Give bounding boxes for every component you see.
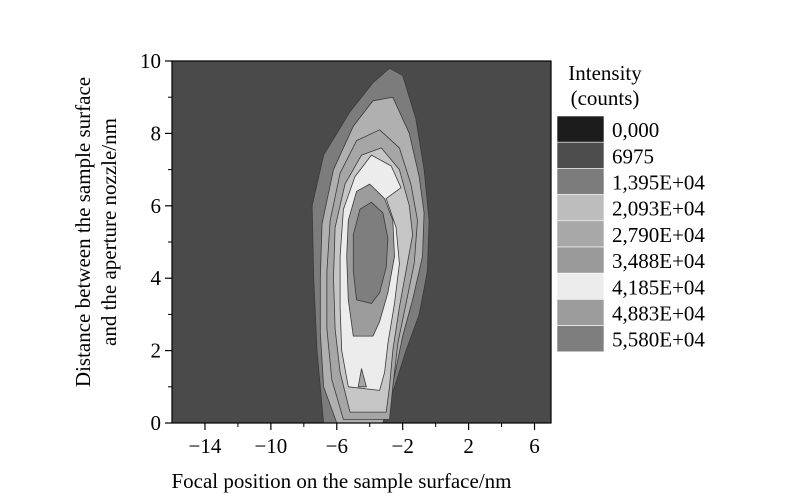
legend-swatch-2 [556,168,605,195]
legend-swatch-0 [556,115,605,143]
legend-label-6: 4,185E+04 [612,275,705,299]
legend-label-5: 3,488E+04 [612,249,705,273]
legend-swatch-1 [556,141,605,169]
y-tick-label-4: 8 [151,121,162,145]
x-tick-label-2: −6 [326,434,348,458]
legend-swatch-3 [556,194,605,222]
contour-region-7 [352,201,389,304]
x-tick-label-0: −14 [189,434,222,458]
legend-label-0: 0,000 [612,118,659,142]
contour-group [311,67,430,423]
y-tick-label-0: 0 [151,411,162,435]
x-tick-label-1: −10 [254,434,287,458]
legend-swatch-7 [556,299,605,326]
legend-label-7: 4,883E+04 [612,302,705,326]
plot-area [172,61,551,423]
axes: −14 −10 −6 −2 2 6 0 2 4 6 8 10 Focal position on the… [71,49,552,493]
legend-swatch-4 [556,220,605,248]
legend-label-8: 5,580E+04 [612,328,705,352]
y-tick-label-2: 4 [151,266,162,290]
y-tick-label-3: 6 [151,194,162,218]
x-tick-label-3: −2 [392,434,414,458]
legend-swatch-5 [556,246,605,274]
legend-swatch-6 [556,272,605,300]
y-axis-title-line-2: and the aperture nozzle/nm [97,118,121,346]
y-tick-label-1: 2 [151,339,162,363]
legend-label-1: 6975 [612,144,654,168]
legend-label-3: 2,093E+04 [612,197,705,221]
y-axis-title-line-1: Distance between the sample surface [71,77,95,387]
x-tick-label-4: 2 [463,434,474,458]
x-axis-title: Focal position on the sample surface/nm [171,469,511,493]
legend-label-2: 1,395E+04 [612,171,705,195]
legend-title-line-2: (counts) [571,86,640,110]
y-tick-label-5: 10 [140,49,161,73]
legend-title-line-1: Intensity [568,61,642,85]
contour-region-8 [357,368,367,388]
x-tick-label-5: 6 [529,434,540,458]
legend-swatch-8 [556,325,605,353]
legend-label-4: 2,790E+04 [612,223,705,247]
